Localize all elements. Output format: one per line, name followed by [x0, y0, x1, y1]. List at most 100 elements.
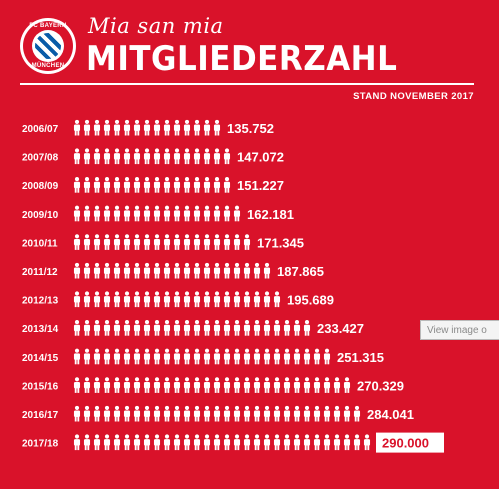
person-icon [203, 119, 211, 136]
value-label: 171.345 [257, 235, 304, 250]
person-icon [93, 177, 101, 193]
person-icon [263, 320, 271, 336]
person-icon [193, 205, 201, 222]
person-icon [173, 405, 181, 422]
highlight-box [376, 432, 444, 453]
person-icon [173, 205, 181, 222]
person-icon [163, 262, 171, 279]
person-icon [113, 234, 121, 250]
person-icon [323, 377, 331, 393]
person-icon [153, 177, 161, 193]
person-icon [203, 377, 211, 393]
person-icon [223, 320, 231, 336]
person-icon [163, 234, 171, 250]
person-icon [123, 405, 131, 422]
person-icon [153, 434, 161, 451]
person-icon [93, 205, 101, 222]
person-icon [83, 262, 91, 279]
person-icon [73, 320, 81, 336]
chart-row: 2013/14 233.427 [22, 320, 364, 336]
person-icon [113, 291, 121, 308]
person-icon [263, 348, 271, 365]
person-icon [103, 434, 111, 451]
person-icon [223, 405, 231, 422]
person-icon [133, 348, 141, 365]
person-icon [183, 119, 191, 136]
person-icon [243, 405, 251, 422]
person-icon [193, 291, 201, 308]
person-icon [153, 205, 161, 222]
person-icon [333, 377, 341, 393]
category-label: 2008/09 [22, 181, 59, 192]
person-icon [363, 434, 371, 451]
person-icon [263, 262, 271, 279]
chart-row: 2006/07 135.752 [22, 119, 274, 136]
person-icon [343, 377, 351, 393]
person-icon [73, 377, 81, 393]
person-icon [123, 234, 131, 250]
person-icon [123, 148, 131, 165]
person-icon [253, 434, 261, 451]
person-icon [83, 434, 91, 451]
person-icon [173, 234, 181, 250]
person-icon [93, 348, 101, 365]
value-label: 251.315 [337, 350, 384, 365]
person-icon [233, 434, 241, 451]
person-icon [143, 348, 151, 365]
person-icon [173, 119, 181, 136]
category-label: 2016/17 [22, 410, 59, 421]
person-icon [183, 405, 191, 422]
category-label: 2006/07 [22, 124, 59, 135]
person-icon [83, 377, 91, 393]
person-icon [223, 291, 231, 308]
person-icon [203, 177, 211, 193]
person-icon [113, 119, 121, 136]
person-icon [323, 348, 331, 365]
person-icon [293, 320, 301, 336]
person-icon [233, 291, 241, 308]
category-label: 2012/13 [22, 296, 59, 307]
person-icon [173, 291, 181, 308]
person-icon [73, 348, 81, 365]
person-icon [273, 291, 281, 308]
person-icon [133, 177, 141, 193]
person-icon [183, 291, 191, 308]
category-label: 2007/08 [22, 153, 59, 164]
person-icon [213, 234, 221, 250]
person-icon [163, 434, 171, 451]
person-icon [83, 177, 91, 193]
person-icon [83, 205, 91, 222]
view-image-tooltip[interactable]: View image o [420, 320, 499, 340]
person-icon [193, 434, 201, 451]
person-icon [123, 377, 131, 393]
person-icon [293, 434, 301, 451]
person-icon [203, 262, 211, 279]
person-icon [163, 320, 171, 336]
person-icon [133, 434, 141, 451]
person-icon [283, 348, 291, 365]
person-icon [353, 405, 361, 422]
person-icon [173, 262, 181, 279]
person-icon [203, 205, 211, 222]
person-icon [163, 119, 171, 136]
person-icon [273, 434, 281, 451]
stand-date: STAND NOVEMBER 2017 [353, 91, 474, 102]
person-icon [213, 434, 221, 451]
person-icon [143, 262, 151, 279]
person-icon [153, 148, 161, 165]
value-label: 290.000 [382, 436, 429, 451]
person-icon [193, 234, 201, 250]
person-icon [243, 320, 251, 336]
person-icon [93, 377, 101, 393]
person-icon [143, 291, 151, 308]
person-icon [93, 262, 101, 279]
person-icon [243, 262, 251, 279]
person-icon [193, 148, 201, 165]
person-icon [223, 205, 231, 222]
person-icon [213, 148, 221, 165]
person-icon [113, 205, 121, 222]
person-icon [123, 177, 131, 193]
slogan: Mia san mia [88, 14, 224, 38]
person-icon [113, 262, 121, 279]
